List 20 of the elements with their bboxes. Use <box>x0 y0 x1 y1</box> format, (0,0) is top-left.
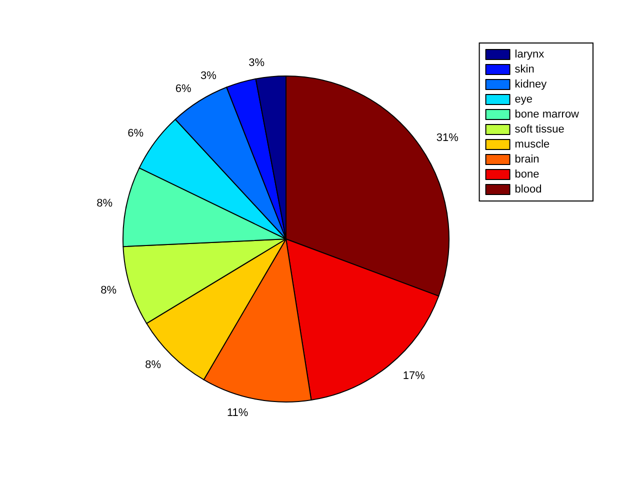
data-label: 8% <box>100 284 117 297</box>
legend-label: skin <box>514 64 534 76</box>
data-label: 31% <box>436 132 459 144</box>
legend-label: larynx <box>514 48 545 60</box>
legend-label: eye <box>514 94 533 106</box>
legend-label: kidney <box>514 78 548 90</box>
legend-label: bone marrow <box>514 108 580 120</box>
legend-label: muscle <box>514 138 550 150</box>
data-label: 6% <box>175 83 192 96</box>
legend-label: bone <box>514 168 540 180</box>
data-label: 11% <box>226 406 248 419</box>
data-label: 6% <box>128 128 144 140</box>
legend-label: blood <box>514 184 542 196</box>
data-label: 3% <box>248 56 265 69</box>
data-label: 3% <box>200 70 217 82</box>
data-label: 8% <box>96 197 113 210</box>
legend-label: brain <box>514 154 540 166</box>
data-label: 17% <box>402 370 426 382</box>
data-label: 8% <box>145 359 162 372</box>
legend-label: soft tissue <box>514 124 564 136</box>
